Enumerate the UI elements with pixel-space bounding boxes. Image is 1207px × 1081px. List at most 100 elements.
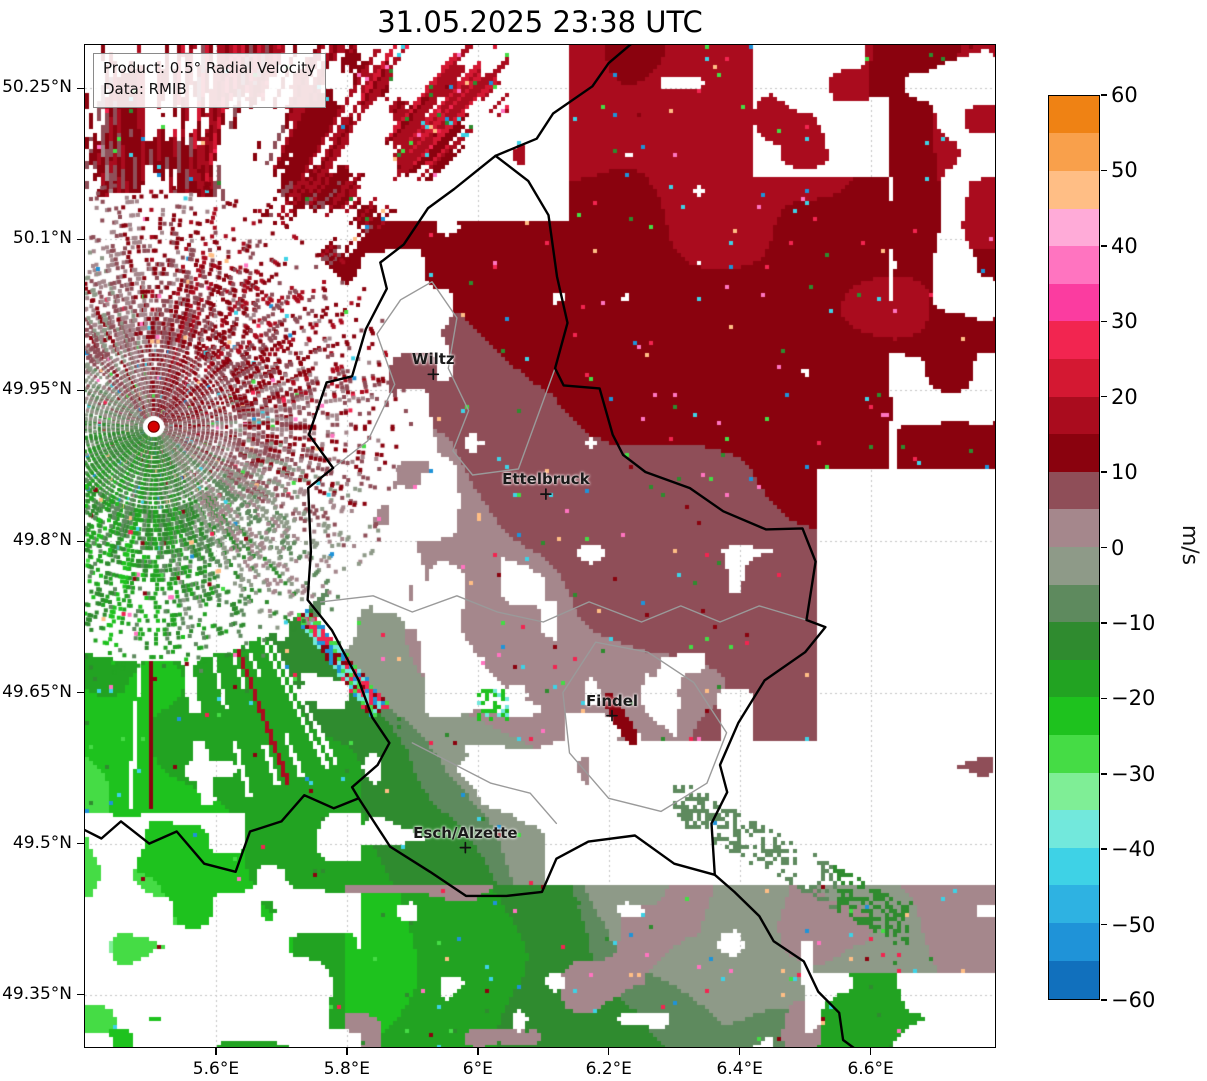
colorbar-segment xyxy=(1049,434,1099,473)
radar-field-canvas xyxy=(85,45,995,1047)
city-label: Findel xyxy=(585,691,639,710)
x-tick-mark xyxy=(346,1048,348,1055)
colorbar-tick-label: 40 xyxy=(1111,233,1138,258)
colorbar-segment xyxy=(1049,133,1099,172)
y-tick-mark xyxy=(77,993,84,996)
y-tick-label: 49.35°N xyxy=(2,983,72,1004)
y-tick-label: 49.8°N xyxy=(12,530,72,551)
colorbar-tick-mark xyxy=(1101,395,1107,398)
colorbar-segment xyxy=(1049,547,1099,586)
city-label: Ettelbruck xyxy=(502,470,590,489)
product-label: Product: 0.5° Radial Velocity xyxy=(103,59,316,77)
data-source-label: Data: RMIB xyxy=(103,80,187,99)
district-border-line xyxy=(562,641,728,813)
colorbar-tick-label: 60 xyxy=(1111,83,1138,107)
x-tick-label: 5.6°E xyxy=(192,1059,240,1079)
city-label: Wiltz xyxy=(411,350,455,369)
y-tick-label: 49.5°N xyxy=(12,832,72,853)
colorbar-tick-mark xyxy=(1101,169,1107,172)
x-tick-mark xyxy=(215,1048,217,1055)
colorbar-segment xyxy=(1049,283,1099,322)
district-border-line xyxy=(320,595,808,623)
y-tick-mark xyxy=(77,540,84,543)
city-marker xyxy=(427,368,440,381)
colorbar-segment xyxy=(1049,810,1099,849)
colorbar-tick-label: 10 xyxy=(1111,460,1138,485)
colorbar-tick-label: −50 xyxy=(1111,912,1156,937)
y-tick-label: 49.65°N xyxy=(2,681,72,702)
y-tick-label: 50.25°N xyxy=(2,77,72,98)
y-tick-mark xyxy=(77,87,84,90)
colorbar-tick-label: 0 xyxy=(1111,535,1125,560)
y-tick-label: 49.95°N xyxy=(2,379,72,400)
colorbar-tick-mark xyxy=(1101,773,1107,775)
x-tick-label: 6°E xyxy=(462,1059,493,1079)
colorbar-tick-label: −30 xyxy=(1111,761,1156,786)
colorbar-segment xyxy=(1049,358,1099,398)
colorbar-segment xyxy=(1049,622,1099,661)
district-border-line xyxy=(332,281,556,476)
colorbar-segment xyxy=(1049,170,1099,210)
x-tick-mark xyxy=(738,1048,741,1055)
y-tick-mark xyxy=(77,238,84,241)
colorbar-segment xyxy=(1049,246,1099,285)
colorbar-tick-label: −10 xyxy=(1111,610,1156,635)
colorbar-segment xyxy=(1049,396,1099,435)
colorbar-segment xyxy=(1049,208,1099,247)
colorbar-tick-label: −40 xyxy=(1111,837,1156,862)
colorbar-segment xyxy=(1049,847,1099,887)
colorbar-tick-mark xyxy=(1101,320,1107,322)
colorbar-tick-label: 30 xyxy=(1111,309,1138,334)
country-border-extension xyxy=(85,794,360,873)
colorbar-tick-label: 20 xyxy=(1111,384,1138,409)
colorbar-segment xyxy=(1049,659,1099,699)
x-tick-label: 6.6°E xyxy=(847,1059,894,1079)
x-tick-mark xyxy=(477,1048,479,1055)
country-border-extension xyxy=(494,45,632,157)
city-marker xyxy=(606,709,618,722)
x-tick-label: 6.2°E xyxy=(585,1059,632,1079)
colorbar-tick-mark xyxy=(1101,848,1107,850)
colorbar-segment xyxy=(1049,960,1099,999)
colorbar-segment xyxy=(1049,471,1099,510)
figure-title: 31.05.2025 23:38 UTC xyxy=(377,5,703,39)
colorbar-segment xyxy=(1049,772,1099,811)
country-border-extension xyxy=(713,873,855,1047)
y-tick-mark xyxy=(77,842,84,845)
x-tick-mark xyxy=(607,1048,610,1055)
product-info-box: Product: 0.5° Radial Velocity Data: RMIB xyxy=(93,53,326,108)
y-tick-label: 50.1°N xyxy=(12,228,72,249)
colorbar-tick-mark xyxy=(1101,622,1107,624)
colorbar-segment xyxy=(1049,923,1099,962)
map-borders-overlay xyxy=(85,45,855,1047)
city-marker xyxy=(540,488,552,500)
city-marker xyxy=(459,841,472,854)
city-label: Esch/Alzette xyxy=(413,823,518,842)
colorbar-segment xyxy=(1049,509,1099,548)
district-border-line xyxy=(411,742,558,825)
colorbar-tick-mark xyxy=(1101,546,1107,549)
colorbar-tick-mark xyxy=(1101,245,1107,247)
colorbar-tick-label: 50 xyxy=(1111,158,1138,183)
x-tick-label: 5.8°E xyxy=(323,1059,370,1079)
colorbar-tick-mark xyxy=(1101,94,1107,96)
colorbar-tick-mark xyxy=(1101,697,1107,700)
country-border-luxembourg xyxy=(306,154,827,898)
y-tick-mark xyxy=(77,691,84,694)
colorbar-tick-mark xyxy=(1101,999,1107,1001)
colorbar-tick-mark xyxy=(1101,923,1107,926)
colorbar-tick-label: −20 xyxy=(1111,686,1156,711)
colorbar-segment xyxy=(1049,885,1099,924)
colorbar-segment xyxy=(1049,96,1099,134)
colorbar-segment xyxy=(1049,321,1099,360)
radar-site-marker xyxy=(147,420,160,433)
colorbar-segment xyxy=(1049,735,1099,774)
colorbar-tick-label: −60 xyxy=(1111,988,1156,1012)
colorbar-unit-label: m/s xyxy=(1177,524,1202,566)
colorbar-tick-mark xyxy=(1101,471,1107,473)
y-tick-mark xyxy=(77,389,84,392)
map-plot-area: Product: 0.5° Radial Velocity Data: RMIB… xyxy=(85,45,995,1047)
colorbar-segment xyxy=(1049,584,1099,623)
colorbar-segment xyxy=(1049,697,1099,736)
